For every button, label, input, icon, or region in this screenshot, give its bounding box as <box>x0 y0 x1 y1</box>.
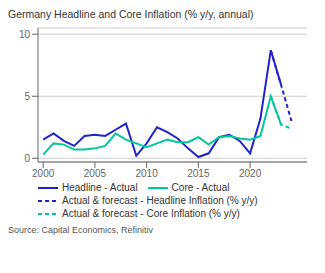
html-text:Source: Capital Economics, Ref: Source: Capital Economics, Refinitiv <box>8 225 154 235</box>
html-text:Actual & forecast - Headline I: Actual & forecast - Headline Inflation (… <box>62 195 258 206</box>
svg-text:5: 5 <box>24 91 30 102</box>
svg-text:2020: 2020 <box>239 168 262 179</box>
svg-text:0: 0 <box>24 153 30 164</box>
html-text:Actual & forecast - Core Infla: Actual & forecast - Core Inflation (% y/… <box>62 208 240 219</box>
html-text:Germany Headline and Core Infl: Germany Headline and Core Inflation (% y… <box>8 8 254 20</box>
svg-text:2005: 2005 <box>84 168 107 179</box>
svg-text:2015: 2015 <box>187 168 210 179</box>
svg-text:10: 10 <box>19 29 31 40</box>
svg-text:2000: 2000 <box>32 168 55 179</box>
svg-text:2010: 2010 <box>136 168 159 179</box>
html-text:Headline - Actual: Headline - Actual <box>62 182 138 193</box>
html-text:Core - Actual: Core - Actual <box>171 182 230 193</box>
